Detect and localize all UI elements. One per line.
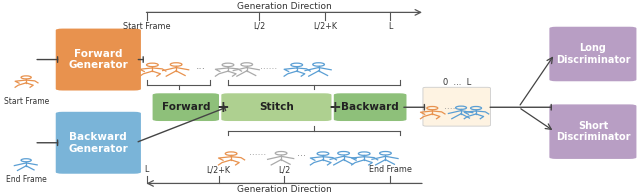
- Text: ....: ....: [444, 102, 456, 111]
- FancyBboxPatch shape: [152, 93, 220, 122]
- Text: 0  ...  L: 0 ... L: [443, 78, 472, 87]
- FancyBboxPatch shape: [333, 93, 407, 122]
- FancyBboxPatch shape: [55, 28, 141, 91]
- Text: L: L: [145, 165, 149, 174]
- Text: Stitch: Stitch: [259, 102, 294, 112]
- Text: Generation Direction: Generation Direction: [237, 2, 332, 11]
- Text: Short
Discriminator: Short Discriminator: [556, 121, 630, 142]
- Text: Start Frame: Start Frame: [123, 22, 170, 31]
- Text: Forward: Forward: [161, 102, 210, 112]
- Text: L: L: [388, 22, 392, 31]
- FancyBboxPatch shape: [221, 93, 332, 122]
- Text: ......: ......: [260, 62, 277, 71]
- Text: +: +: [216, 100, 229, 115]
- Text: Long
Discriminator: Long Discriminator: [556, 43, 630, 65]
- Text: Generation Direction: Generation Direction: [237, 185, 332, 194]
- Text: L/2: L/2: [253, 22, 266, 31]
- Text: ......: ......: [250, 148, 267, 157]
- Text: End Frame: End Frame: [6, 175, 47, 184]
- Text: +: +: [328, 100, 341, 115]
- FancyBboxPatch shape: [55, 111, 141, 175]
- Text: L/2: L/2: [278, 165, 291, 174]
- FancyBboxPatch shape: [423, 87, 490, 126]
- FancyBboxPatch shape: [548, 26, 637, 82]
- Text: ...: ...: [196, 61, 206, 71]
- Text: L/2+K: L/2+K: [313, 22, 337, 31]
- Text: L/2+K: L/2+K: [207, 165, 230, 174]
- Text: Backward
Generator: Backward Generator: [68, 132, 128, 153]
- Text: Start Frame: Start Frame: [4, 97, 49, 106]
- Text: ...: ...: [297, 148, 306, 158]
- Text: Backward: Backward: [341, 102, 399, 112]
- Text: End Frame: End Frame: [369, 165, 412, 174]
- FancyBboxPatch shape: [548, 103, 637, 160]
- Text: Forward
Generator: Forward Generator: [68, 49, 128, 70]
